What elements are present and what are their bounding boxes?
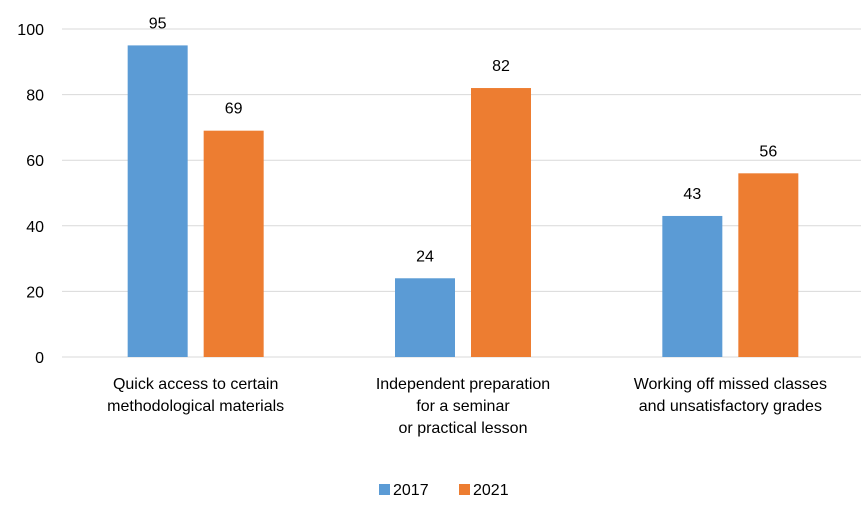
legend-label-2017: 2017 <box>393 482 429 499</box>
y-tick-label: 60 <box>26 153 44 170</box>
x-axis-category-labels: Quick access to certain methodological ma… <box>107 376 827 437</box>
data-label-2021-0: 69 <box>225 101 243 118</box>
bar-2017-0 <box>127 45 188 358</box>
legend: 2017 2021 <box>379 482 509 499</box>
y-tick-label: 80 <box>26 88 44 105</box>
data-label-2017-0: 95 <box>149 15 167 32</box>
category-label: for a seminar <box>416 398 510 415</box>
legend-label-2021: 2021 <box>473 482 509 499</box>
data-labels: 95 69 24 82 43 56 <box>149 15 778 265</box>
gridlines <box>62 28 861 358</box>
category-label: Independent preparation <box>376 376 550 393</box>
bar-2021-2 <box>738 173 799 357</box>
y-tick-label: 100 <box>17 22 44 39</box>
y-tick-label: 0 <box>35 350 44 367</box>
bar-2017-2 <box>662 215 723 357</box>
bars <box>127 45 799 358</box>
category-label: Working off missed classes <box>634 376 827 393</box>
y-tick-label: 20 <box>26 284 44 301</box>
legend-swatch-2017 <box>379 484 390 495</box>
data-label-2021-2: 56 <box>759 143 777 160</box>
category-label: methodological materials <box>107 398 284 415</box>
bar-2021-1 <box>471 88 531 357</box>
data-label-2017-2: 43 <box>683 186 701 203</box>
y-axis-tick-labels: 0 20 40 60 80 100 <box>17 22 44 367</box>
category-label: or practical lesson <box>399 420 528 437</box>
legend-swatch-2021 <box>459 484 470 495</box>
data-label-2021-1: 82 <box>492 58 510 75</box>
bar-2021-0 <box>203 130 264 357</box>
category-label: Quick access to certain <box>113 376 278 393</box>
data-label-2017-1: 24 <box>416 248 434 265</box>
category-label: and unsatisfactory grades <box>639 398 822 415</box>
y-tick-label: 40 <box>26 219 44 236</box>
bar-2017-1 <box>395 278 455 357</box>
